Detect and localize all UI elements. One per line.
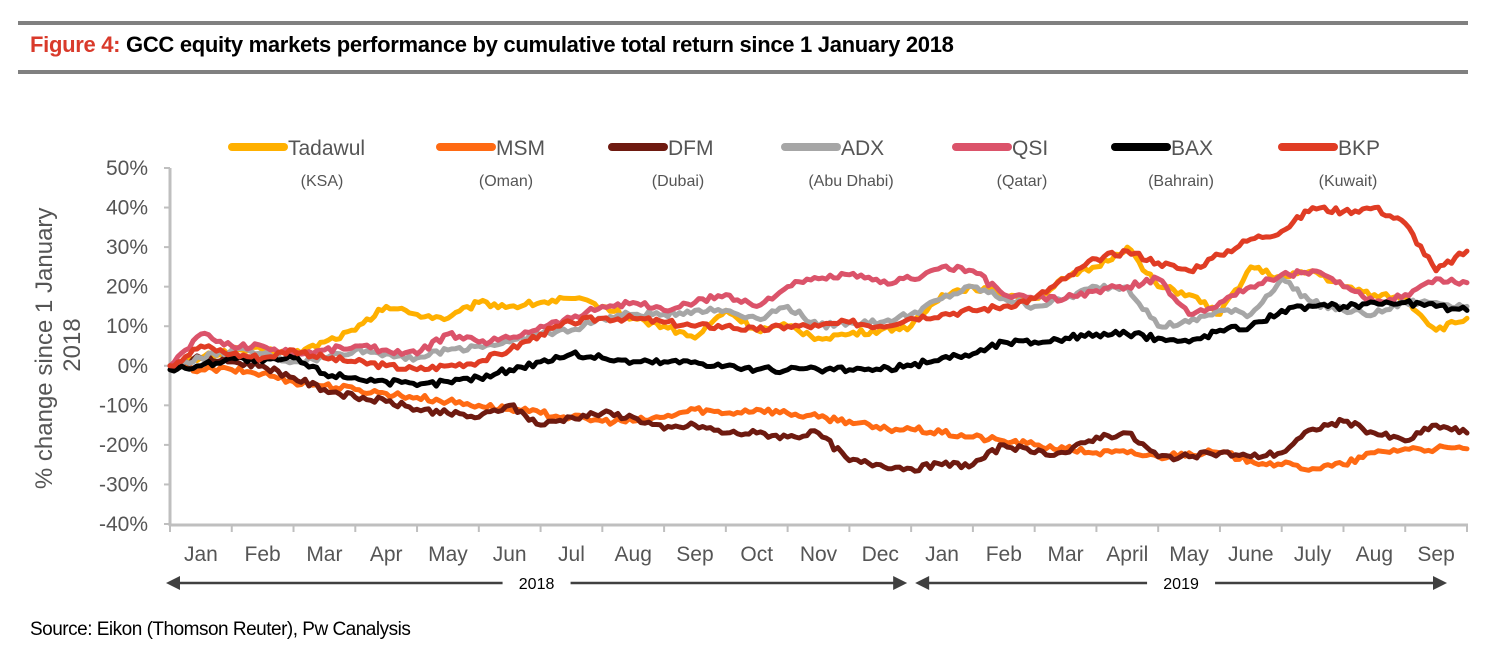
legend-label: DFM: [668, 137, 714, 160]
legend-label: BKP: [1338, 137, 1380, 160]
figure-title: Figure 4: GCC equity markets performance…: [30, 32, 954, 58]
x-tick-label: Jun: [493, 543, 527, 566]
legend-item-dfm: DFM (Dubai): [608, 137, 714, 190]
x-tick-label: Sep: [1417, 543, 1454, 566]
x-tick-label: Aug: [615, 543, 652, 566]
series-line-msm: [167, 361, 1470, 473]
x-tick-label: April: [1106, 543, 1148, 566]
source-note: Source: Eikon (Thomson Reuter), Pw Canal…: [30, 619, 411, 640]
x-tick-label: Nov: [800, 543, 838, 566]
year-label: 2018: [519, 576, 555, 593]
legend-sublabel: (KSA): [301, 173, 344, 190]
legend-label: BAX: [1171, 137, 1213, 160]
legend-item-qsi: QSI (Qatar): [952, 137, 1048, 190]
legend-sublabel: (Abu Dhabi): [808, 173, 893, 190]
x-tick-label: July: [1294, 543, 1332, 566]
legend-sublabel: (Dubai): [652, 173, 704, 190]
x-tick-label: Apr: [370, 543, 403, 566]
legend-item-adx: ADX (Abu Dhabi): [781, 137, 894, 190]
legend-sublabel: (Oman): [479, 173, 533, 190]
x-tick-label: Feb: [986, 543, 1022, 566]
legend-item-tadawul: Tadawul (KSA): [228, 137, 365, 190]
series-lines: [167, 204, 1470, 474]
x-tick-label: June: [1228, 543, 1274, 566]
y-tick-label: 20%: [106, 276, 148, 299]
legend-sublabel: (Qatar): [997, 173, 1048, 190]
x-axis: Jan Feb Mar Apr May Jun Jul Aug Sep Oct Nov Dec Jan F…: [169, 523, 1468, 566]
series-line-bax: [167, 298, 1470, 389]
y-tick-label: 40%: [106, 197, 148, 220]
y-tick-label: 30%: [106, 236, 148, 259]
y-tick-label: 50%: [106, 157, 148, 180]
series-line-qsi: [167, 263, 1470, 369]
x-tick-label: Mar: [1047, 543, 1083, 566]
x-tick-label: Jan: [925, 543, 959, 566]
y-axis-title: % change since 1 January 2018: [31, 201, 86, 489]
y-axis: -40% -30% -20% -10% 0% 10% 20% 30% 40% 50%: [99, 157, 172, 536]
x-tick-label: Aug: [1356, 543, 1393, 566]
legend-sublabel: (Kuwait): [1319, 173, 1378, 190]
x-tick-label: Jul: [558, 543, 585, 566]
legend-label: QSI: [1012, 137, 1048, 160]
x-tick-label: Sep: [676, 543, 713, 566]
arrow-right-icon: [1433, 576, 1447, 590]
figure-number: Figure 4:: [30, 32, 121, 57]
y-tick-label: -40%: [99, 513, 148, 536]
x-tick-label: May: [428, 543, 468, 566]
x-tick-label: Feb: [245, 543, 281, 566]
year-label: 2019: [1163, 576, 1199, 593]
header-rule-top: [18, 21, 1468, 25]
legend-item-bax: BAX (Bahrain): [1111, 137, 1214, 190]
y-tick-label: -10%: [99, 394, 148, 417]
legend: Tadawul (KSA) MSM (Oman) DFM (Dubai) ADX (Abu D…: [228, 137, 1380, 190]
arrow-right-icon: [893, 576, 908, 590]
x-tick-label: Oct: [740, 543, 773, 566]
x-tick-label: Mar: [306, 543, 342, 566]
figure-title-text: GCC equity markets performance by cumula…: [126, 32, 954, 57]
legend-item-msm: MSM (Oman): [436, 137, 545, 190]
arrow-left-icon: [166, 576, 180, 590]
series-line-dfm: [167, 353, 1470, 474]
legend-label: Tadawul: [288, 137, 365, 160]
x-tick-label: Dec: [862, 543, 899, 566]
series-line-bkp: [167, 204, 1470, 373]
legend-sublabel: (Bahrain): [1148, 173, 1214, 190]
header-rule-bottom: [18, 70, 1468, 74]
y-tick-label: 10%: [106, 315, 148, 338]
series-line-tadawul: [167, 244, 1470, 371]
y-tick-label: -30%: [99, 473, 148, 496]
y-tick-label: 0%: [118, 355, 148, 378]
legend-label: ADX: [841, 137, 884, 160]
year-bands: 2018 2019: [166, 576, 1447, 593]
legend-label: MSM: [496, 137, 545, 160]
x-tick-label: May: [1169, 543, 1209, 566]
y-axis-title-line1: % change since 1 January: [31, 208, 58, 490]
legend-item-bkp: BKP (Kuwait): [1278, 137, 1380, 190]
y-axis-title-line2: 2018: [59, 318, 86, 371]
y-tick-label: -20%: [99, 434, 148, 457]
x-tick-label: Jan: [184, 543, 218, 566]
arrow-left-icon: [915, 576, 930, 590]
